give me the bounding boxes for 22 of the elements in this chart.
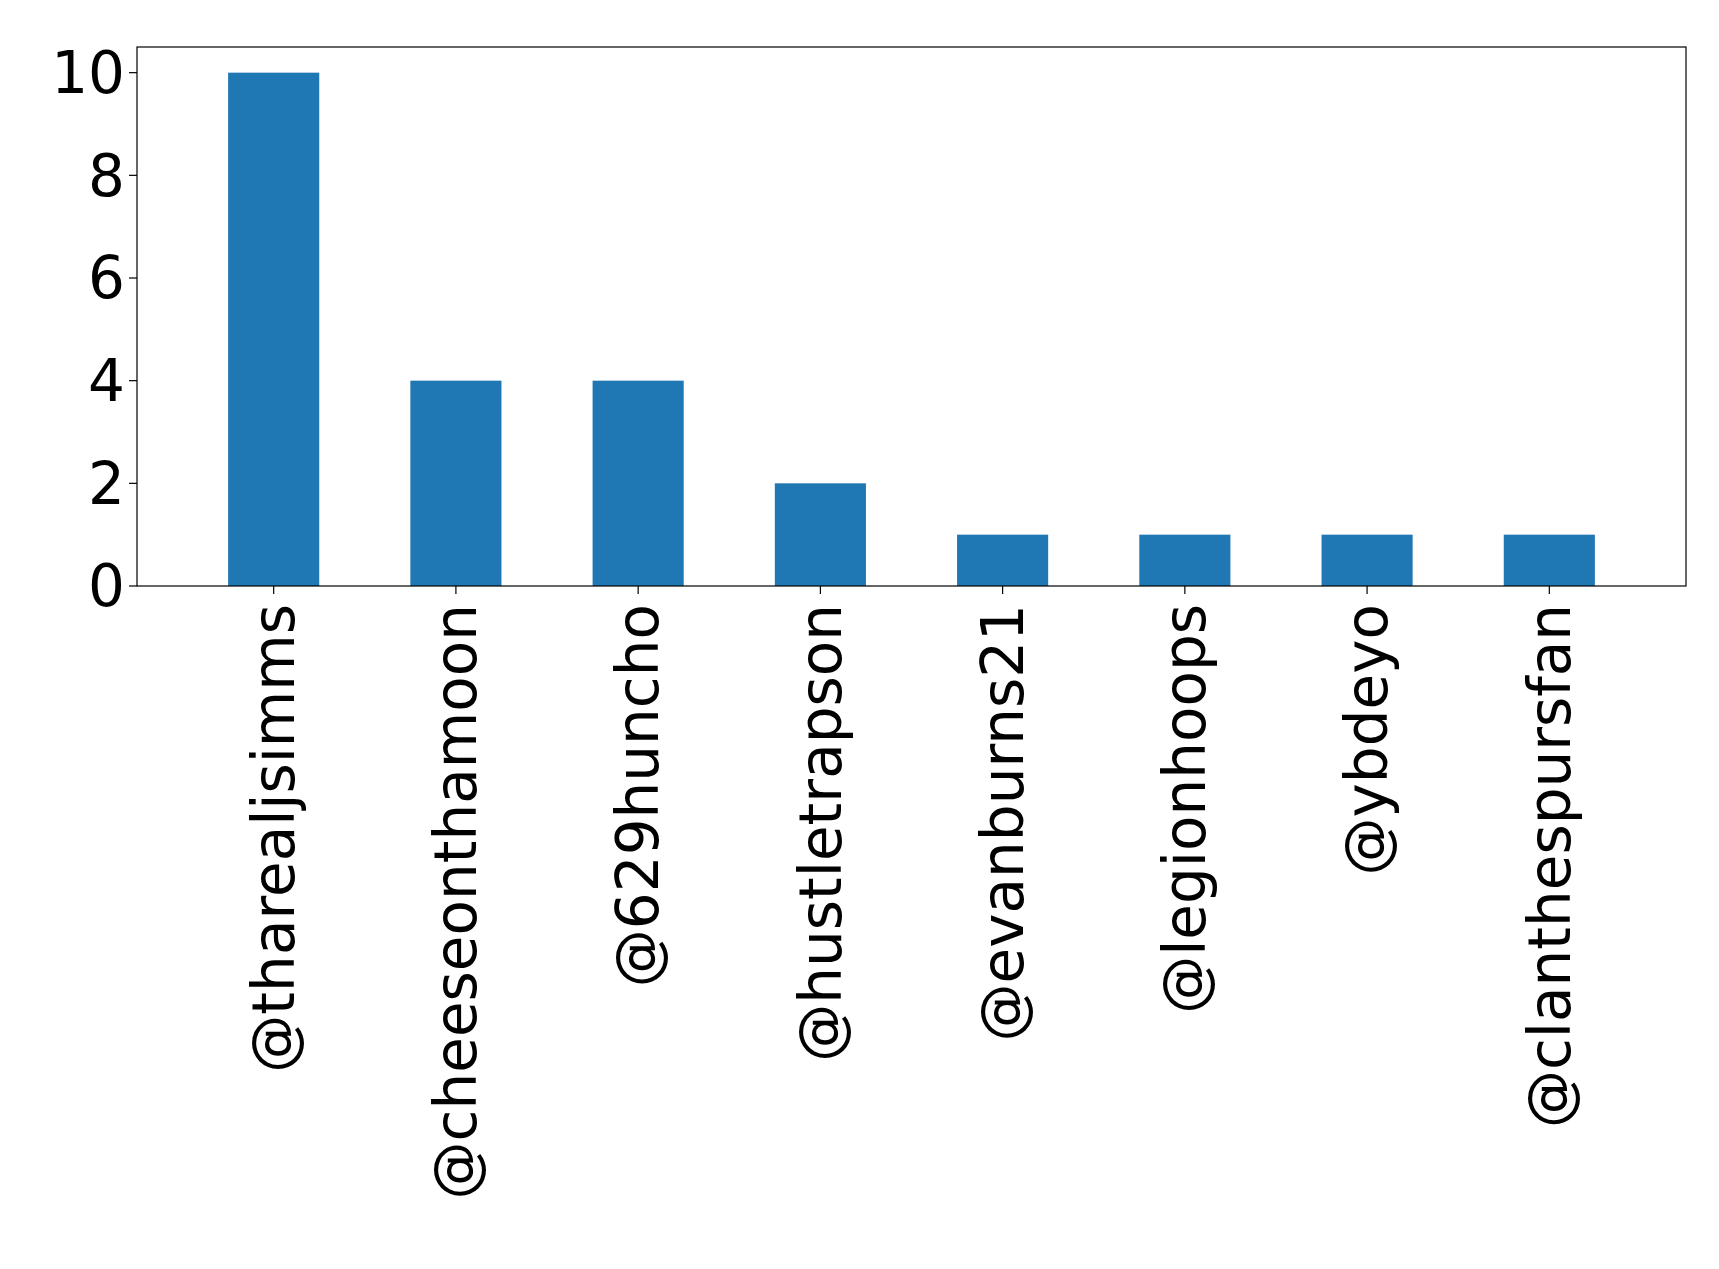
y-tick-label: 0 [88,552,125,621]
x-tick-label: @evanburns21 [968,604,1037,1042]
bar [410,380,502,586]
x-tick-label: @cheeseonthamoon [422,604,491,1200]
bar [957,534,1049,586]
y-tick-label: 8 [88,141,125,210]
x-tick-label: @hustletrapson [786,604,855,1062]
x-tick-label: @ybdeyo [1333,604,1402,876]
bar [774,483,866,586]
y-tick-label: 4 [88,346,125,415]
y-tick-label: 6 [88,244,125,313]
x-tick-label: @legionhoops [1151,604,1220,1014]
x-tick-label: @629huncho [604,604,673,988]
bar [1139,534,1231,586]
bar [228,72,320,586]
bar [1503,534,1595,586]
y-tick-label: 10 [51,38,125,107]
y-tick-label: 2 [88,449,125,518]
bar [1321,534,1413,586]
x-tick-label: @tharealjsimms [239,604,308,1073]
x-tick-label: @clanthespursfan [1515,604,1584,1129]
bar [592,380,684,586]
